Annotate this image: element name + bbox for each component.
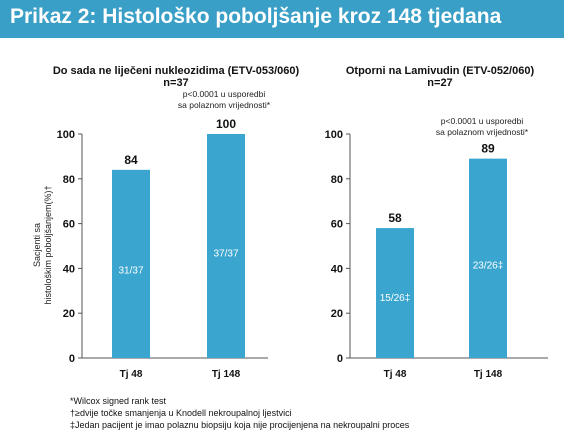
y-tick-label: 80 <box>63 174 75 186</box>
y-tick-label: 20 <box>331 308 343 320</box>
bar-inner-label: 15/26‡ <box>380 293 411 304</box>
y-tick-label: 100 <box>325 129 343 141</box>
panel-n-label: n=37 <box>163 77 188 89</box>
panel-title: Do sada ne liječeni nukleozidima (ETV-05… <box>53 65 300 77</box>
title-banner: Prikaz 2: Histološko poboljšanje kroz 14… <box>0 0 564 38</box>
footnote-2: †≥dvije točke smanjenja u Knodell nekrou… <box>70 408 292 418</box>
bar <box>376 228 414 358</box>
y-axis-label: Sacjenti sahistološkim poboljšanjem(%)† <box>32 185 53 304</box>
y-tick-label: 100 <box>57 129 75 141</box>
footnote-1: *Wilcox signed rank test <box>70 396 167 406</box>
panel-title: Otporni na Lamivudin (ETV-052/060) <box>346 65 535 77</box>
y-tick-label: 0 <box>337 353 343 365</box>
y-tick-label: 0 <box>69 353 75 365</box>
panel-n-label: n=27 <box>427 77 452 89</box>
bar-inner-label: 23/26‡ <box>473 260 504 271</box>
bar-value-label: 89 <box>481 142 495 156</box>
y-tick-label: 40 <box>331 263 343 275</box>
chart-area: Sacjenti sahistološkim poboljšanjem(%)† D… <box>32 65 548 380</box>
bar <box>112 169 150 358</box>
bar-inner-label: 31/37 <box>118 266 143 277</box>
y-tick-label: 60 <box>63 219 75 231</box>
x-tick-label: Tj 48 <box>120 369 143 380</box>
bar-value-label: 58 <box>388 211 402 225</box>
p-value-annotation: p<0.0001 u usporedbi <box>441 116 524 126</box>
x-tick-label: Tj 48 <box>384 369 407 380</box>
p-value-annotation: p<0.0001 u usporedbi <box>183 89 266 99</box>
y-tick-label: 20 <box>63 308 75 320</box>
y-axis-label-line: Sacjenti sa <box>32 223 42 267</box>
bar <box>207 134 245 358</box>
footnote-3: ‡Jedan pacijent je imao polaznu biopsiju… <box>70 420 410 430</box>
x-tick-label: Tj 148 <box>474 369 503 380</box>
bar <box>469 158 507 358</box>
p-value-annotation: sa polaznom vrijednosti* <box>436 127 529 137</box>
footnotes: *Wilcox signed rank test †≥dvije točke s… <box>70 395 409 431</box>
x-tick-label: Tj 148 <box>212 369 241 380</box>
bar-inner-label: 37/37 <box>213 249 238 260</box>
bar-value-label: 84 <box>124 153 138 167</box>
bar-value-label: 100 <box>216 117 236 131</box>
p-value-annotation: sa polaznom vrijednosti* <box>178 100 271 110</box>
y-axis-label-line: histološkim poboljšanjem(%)† <box>43 185 53 304</box>
page-title: Prikaz 2: Histološko poboljšanje kroz 14… <box>10 5 502 28</box>
y-tick-label: 80 <box>331 174 343 186</box>
y-tick-label: 40 <box>63 263 75 275</box>
y-tick-label: 60 <box>331 219 343 231</box>
